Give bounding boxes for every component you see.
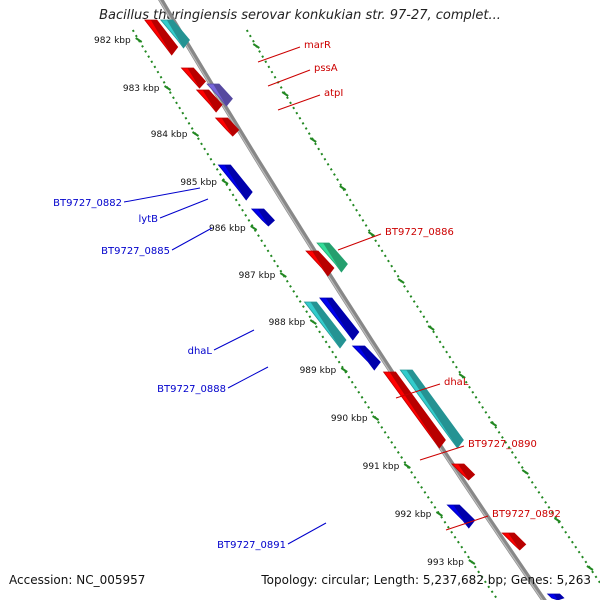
kbp-tick-mark [281,91,289,97]
feature-labels: marR pssA atpI BT9727_0886 dhaL BT9727_0890 BT… [53,40,561,551]
kbp-tick-mark [309,319,317,325]
gene-dhaL-left-arrow[interactable] [303,301,347,349]
label-leader-line [159,198,209,219]
label-leader-line [267,69,311,87]
gene-BT9727_0882-arrow[interactable] [217,164,253,201]
gene-label-forward[interactable]: pssA [314,63,338,74]
gene-green-arrow[interactable] [316,242,348,273]
kbp-tick-mark [250,225,258,231]
gene-marR-arrow[interactable] [143,19,179,56]
gene-label-reverse[interactable]: BT9727_0882 [53,198,122,209]
gene-BT9727_0888-arrow[interactable] [351,345,381,371]
kbp-label: 983 kbp [123,84,160,94]
kbp-tick-mark [309,137,317,143]
topology-text: Topology: circular; Length: 5,237,682 bp… [261,573,591,587]
gene-label-forward[interactable]: BT9727_0886 [385,227,454,238]
tick-tracks: 982 kbp 983 kbp 984 kbp 985 kbp 986 kbp 987 k… [94,29,600,600]
gene-BT9727_0890-arrow[interactable] [451,463,476,481]
gene-label-reverse[interactable]: lytB [139,214,159,225]
kbp-tick-mark [221,179,229,185]
kbp-tick-mark [586,565,594,571]
gene-small-red-arrow[interactable] [214,117,240,137]
kbp-label: 985 kbp [180,178,217,188]
gene-dhaL-right-arrow[interactable] [382,371,446,449]
accession-text: Accession: NC_005957 [9,573,146,587]
gene-label-forward[interactable]: BT9727_0890 [468,439,537,450]
label-leader-line [123,187,201,203]
gene-teal-top-arrow[interactable] [159,19,191,49]
kbp-tick-mark [135,37,143,43]
label-leader-line [287,522,327,545]
label-leader-line [171,227,213,251]
gene-features [143,19,565,600]
kbp-tick-mark [435,511,443,517]
gene-label-reverse[interactable]: dhaL [188,346,213,357]
kbp-tick-mark [521,469,529,475]
label-leader-line [257,46,301,63]
gene-label-reverse[interactable]: BT9727_0888 [157,384,226,395]
gene-label-forward[interactable]: BT9727_0892 [492,509,561,520]
kbp-tick-mark [397,278,405,284]
kbp-tick-mark [339,185,347,191]
gene-label-forward[interactable]: atpI [324,88,343,99]
gene-BT9727_0892-arrow[interactable] [501,532,527,551]
kbp-label: 992 kbp [395,510,432,520]
label-leader-line [337,233,382,251]
gene-red-arrow[interactable] [195,89,223,113]
kbp-label: 986 kbp [209,224,246,234]
kbp-tick-mark [252,43,260,49]
kbp-label: 990 kbp [331,414,368,424]
kbp-label: 987 kbp [239,271,276,281]
gene-label-forward[interactable]: dhaL [444,377,469,388]
kbp-label: 984 kbp [151,130,188,140]
label-leader-line [213,329,255,351]
label-leader-line [445,515,489,531]
label-leader-line [277,94,321,111]
kbp-tick-mark [458,373,466,379]
kbp-tick-mark [191,131,200,137]
gene-label-forward[interactable]: marR [304,40,331,51]
kbp-tick-mark [367,231,375,237]
gene-lytB-arrow[interactable] [250,208,275,227]
gene-dhaL-blue-arrow[interactable] [319,297,360,341]
kbp-tick-mark [468,559,476,565]
kbp-label: 982 kbp [94,36,131,46]
label-leader-line [227,366,269,389]
label-leader-line [395,383,441,399]
gene-pssA-arrow[interactable] [180,67,207,89]
kbp-label: 991 kbp [363,462,400,472]
gene-bottom-arrow[interactable] [546,593,565,600]
gene-label-reverse[interactable]: BT9727_0885 [101,246,170,257]
map-title: Bacillus thuringiensis serovar konkukian… [99,8,501,23]
kbp-tick-mark [279,272,287,278]
kbp-tick-mark [163,85,172,91]
kbp-label: 989 kbp [300,366,337,376]
kbp-tick-mark [553,517,561,523]
gene-label-reverse[interactable]: BT9727_0891 [217,540,286,551]
gene-atpI-arrow[interactable] [206,83,233,107]
kbp-label: 993 kbp [427,558,464,568]
gene-teal-right-arrow[interactable] [399,369,464,449]
gene-BT9727_0886-arrow[interactable] [305,250,335,277]
kbp-tick-mark [340,367,348,373]
kbp-tick-mark [403,463,411,469]
kbp-tick-mark [372,415,380,421]
kbp-tick-mark [427,325,435,331]
kbp-label: 988 kbp [269,318,306,328]
kbp-tick-mark [489,421,498,427]
label-leader-line [419,445,465,461]
